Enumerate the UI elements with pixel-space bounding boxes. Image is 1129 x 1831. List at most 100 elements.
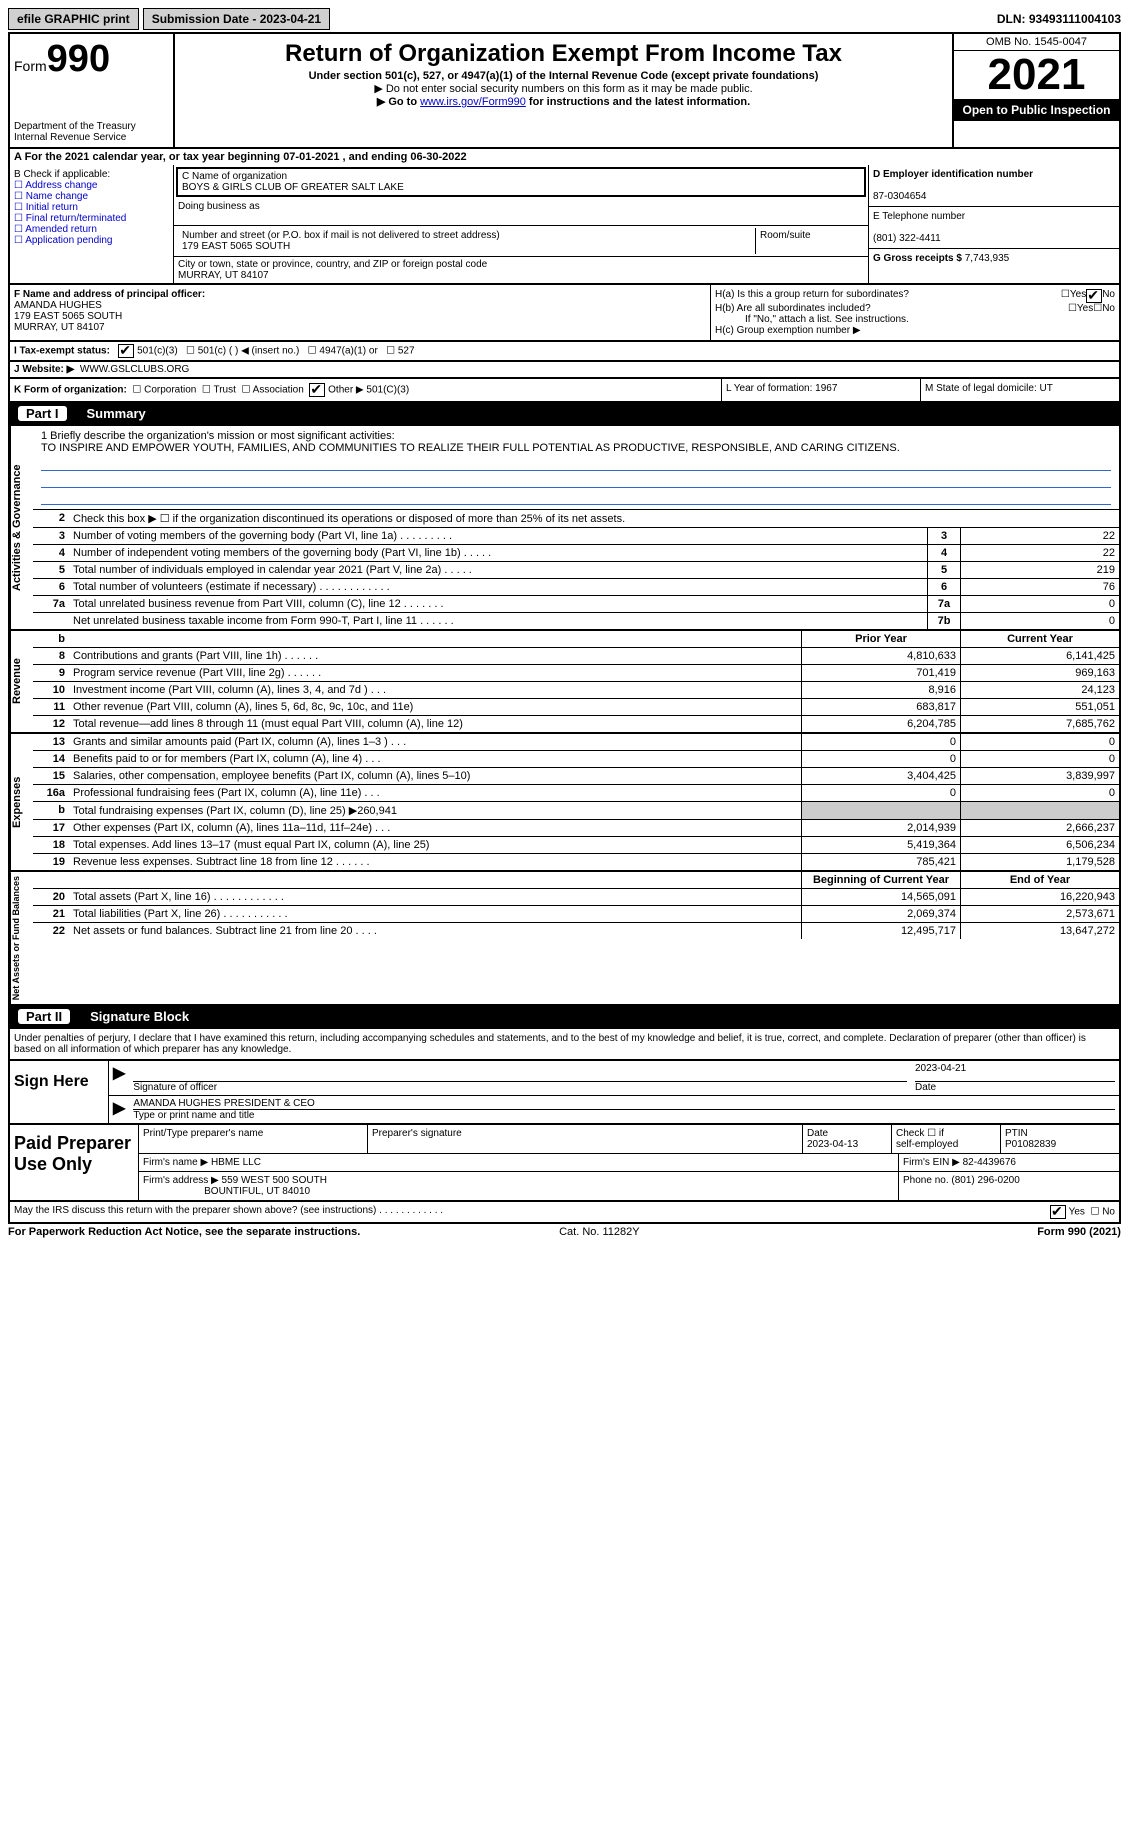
opt-address[interactable]: ☐ Address change: [14, 180, 169, 191]
row-fh: F Name and address of principal officer:…: [8, 285, 1121, 342]
efile-button[interactable]: efile GRAPHIC print: [8, 8, 139, 30]
sig-date: 2023-04-21: [915, 1063, 1115, 1082]
firm-label: Firm's name ▶: [143, 1157, 208, 1168]
firm-addr1: 559 WEST 500 SOUTH: [222, 1175, 327, 1186]
phone-label: Phone no.: [903, 1175, 949, 1186]
irs-link[interactable]: www.irs.gov/Form990: [420, 96, 526, 108]
firm-phone: (801) 296-0200: [951, 1175, 1019, 1186]
ha-no-check[interactable]: [1086, 289, 1102, 303]
hb-label: H(b) Are all subordinates included?: [715, 303, 1068, 314]
row-k: K Form of organization: ☐ Corporation ☐ …: [8, 379, 1121, 403]
tel-value: (801) 322-4411: [873, 233, 941, 244]
prep-date: 2023-04-13: [807, 1139, 858, 1150]
part1-header: Part I Summary: [8, 403, 1121, 426]
table-row: 16aProfessional fundraising fees (Part I…: [33, 785, 1119, 802]
page-footer: For Paperwork Reduction Act Notice, see …: [8, 1224, 1121, 1240]
firm-addr2: BOUNTIFUL, UT 84010: [204, 1186, 310, 1197]
date-label: Date: [915, 1082, 936, 1093]
open-inspection: Open to Public Inspection: [954, 99, 1119, 121]
exp-label: Expenses: [10, 734, 33, 870]
org-name: BOYS & GIRLS CLUB OF GREATER SALT LAKE: [182, 182, 860, 193]
tax-year: 2021: [954, 51, 1119, 99]
table-row: 20Total assets (Part X, line 16) . . . .…: [33, 889, 1119, 906]
part2-num: Part II: [18, 1009, 70, 1024]
table-row: 9Program service revenue (Part VIII, lin…: [33, 665, 1119, 682]
part1-num: Part I: [18, 406, 67, 421]
officer-addr2: MURRAY, UT 84107: [14, 322, 105, 333]
year-formation: L Year of formation: 1967: [722, 379, 921, 401]
table-row: 19Revenue less expenses. Subtract line 1…: [33, 854, 1119, 870]
top-bar: efile GRAPHIC print Submission Date - 20…: [8, 8, 1121, 30]
table-row: 21Total liabilities (Part X, line 26) . …: [33, 906, 1119, 923]
gov-row: 5Total number of individuals employed in…: [33, 562, 1119, 579]
table-row: 14Benefits paid to or for members (Part …: [33, 751, 1119, 768]
ein-label: D Employer identification number: [873, 169, 1033, 180]
city-label: City or town, state or province, country…: [178, 259, 864, 270]
table-row: 8Contributions and grants (Part VIII, li…: [33, 648, 1119, 665]
tel-label: E Telephone number: [873, 211, 965, 222]
table-row: 17Other expenses (Part IX, column (A), l…: [33, 820, 1119, 837]
gov-row: 3Number of voting members of the governi…: [33, 528, 1119, 545]
firm-name: HBME LLC: [211, 1157, 261, 1168]
table-row: 18Total expenses. Add lines 13–17 (must …: [33, 837, 1119, 854]
form-number: Form990: [14, 38, 169, 81]
opt-amended[interactable]: ☐ Amended return: [14, 224, 169, 235]
net-section: Net Assets or Fund Balances Beginning of…: [8, 872, 1121, 1006]
ptin-hdr: PTIN: [1005, 1128, 1028, 1139]
i-501c3-check[interactable]: [118, 344, 134, 358]
table-row: 13Grants and similar amounts paid (Part …: [33, 734, 1119, 751]
self-emp-2: self-employed: [896, 1139, 958, 1150]
irs-discuss-row: May the IRS discuss this return with the…: [8, 1202, 1121, 1224]
ha-label: H(a) Is this a group return for subordin…: [715, 289, 1061, 303]
row-j: J Website: ▶ WWW.GSLCLUBS.ORG: [8, 362, 1121, 379]
firm-ein-label: Firm's EIN ▶: [903, 1157, 960, 1168]
c-name-label: C Name of organization: [182, 171, 860, 182]
gov-row: 7aTotal unrelated business revenue from …: [33, 596, 1119, 613]
firm-ein: 82-4439676: [963, 1157, 1016, 1168]
printed-label: Type or print name and title: [133, 1110, 254, 1121]
col-d: D Employer identification number 87-0304…: [868, 165, 1119, 283]
k-other-check[interactable]: [309, 383, 325, 397]
opt-pending[interactable]: ☐ Application pending: [14, 235, 169, 246]
opt-initial[interactable]: ☐ Initial return: [14, 202, 169, 213]
col-f: F Name and address of principal officer:…: [10, 285, 710, 340]
f-label: F Name and address of principal officer:: [14, 289, 205, 300]
form-subtitle: Under section 501(c), 527, or 4947(a)(1)…: [179, 70, 948, 82]
table-row: 10Investment income (Part VIII, column (…: [33, 682, 1119, 699]
prep-date-hdr: Date: [807, 1128, 828, 1139]
website-value: WWW.GSLCLUBS.ORG: [80, 364, 189, 375]
opt-name[interactable]: ☐ Name change: [14, 191, 169, 202]
table-row: 12Total revenue—add lines 8 through 11 (…: [33, 716, 1119, 732]
form-header: Form990 Department of the Treasury Inter…: [8, 32, 1121, 149]
dept-text: Department of the Treasury Internal Reve…: [14, 121, 169, 143]
declaration: Under penalties of perjury, I declare th…: [8, 1029, 1121, 1061]
rev-section: Revenue b Prior Year Current Year 8Contr…: [8, 631, 1121, 734]
form-ref: Form 990 (2021): [1037, 1226, 1121, 1238]
dln-text: DLN: 93493111004103: [997, 12, 1121, 26]
mission-text: TO INSPIRE AND EMPOWER YOUTH, FAMILIES, …: [41, 442, 1111, 454]
j-label: J Website: ▶: [14, 364, 74, 375]
gov-row: 6Total number of volunteers (estimate if…: [33, 579, 1119, 596]
omb-number: OMB No. 1545-0047: [954, 34, 1119, 51]
ein-value: 87-0304654: [873, 191, 926, 202]
gov-row: 4Number of independent voting members of…: [33, 545, 1119, 562]
prep-name-hdr: Print/Type preparer's name: [139, 1125, 368, 1153]
city-value: MURRAY, UT 84107: [178, 270, 864, 281]
addr-label: Number and street (or P.O. box if mail i…: [182, 230, 751, 241]
col-b: B Check if applicable: ☐ Address change …: [10, 165, 174, 283]
part1-title: Summary: [87, 406, 146, 421]
room-label: Room/suite: [756, 228, 864, 254]
paperwork-notice: For Paperwork Reduction Act Notice, see …: [8, 1226, 360, 1238]
gross-value: 7,743,935: [965, 253, 1010, 264]
sign-block: Sign Here ▶ Signature of officer 2023-04…: [8, 1061, 1121, 1125]
irs-discuss-text: May the IRS discuss this return with the…: [14, 1205, 443, 1219]
hc-label: H(c) Group exemption number ▶: [715, 325, 1115, 336]
year-header: b Prior Year Current Year: [33, 631, 1119, 648]
discuss-yes-check[interactable]: [1050, 1205, 1066, 1219]
net-label: Net Assets or Fund Balances: [10, 872, 33, 1004]
submission-button[interactable]: Submission Date - 2023-04-21: [143, 8, 330, 30]
rev-label: Revenue: [10, 631, 33, 732]
prep-sig-hdr: Preparer's signature: [368, 1125, 803, 1153]
opt-final[interactable]: ☐ Final return/terminated: [14, 213, 169, 224]
table-row: 15Salaries, other compensation, employee…: [33, 768, 1119, 785]
